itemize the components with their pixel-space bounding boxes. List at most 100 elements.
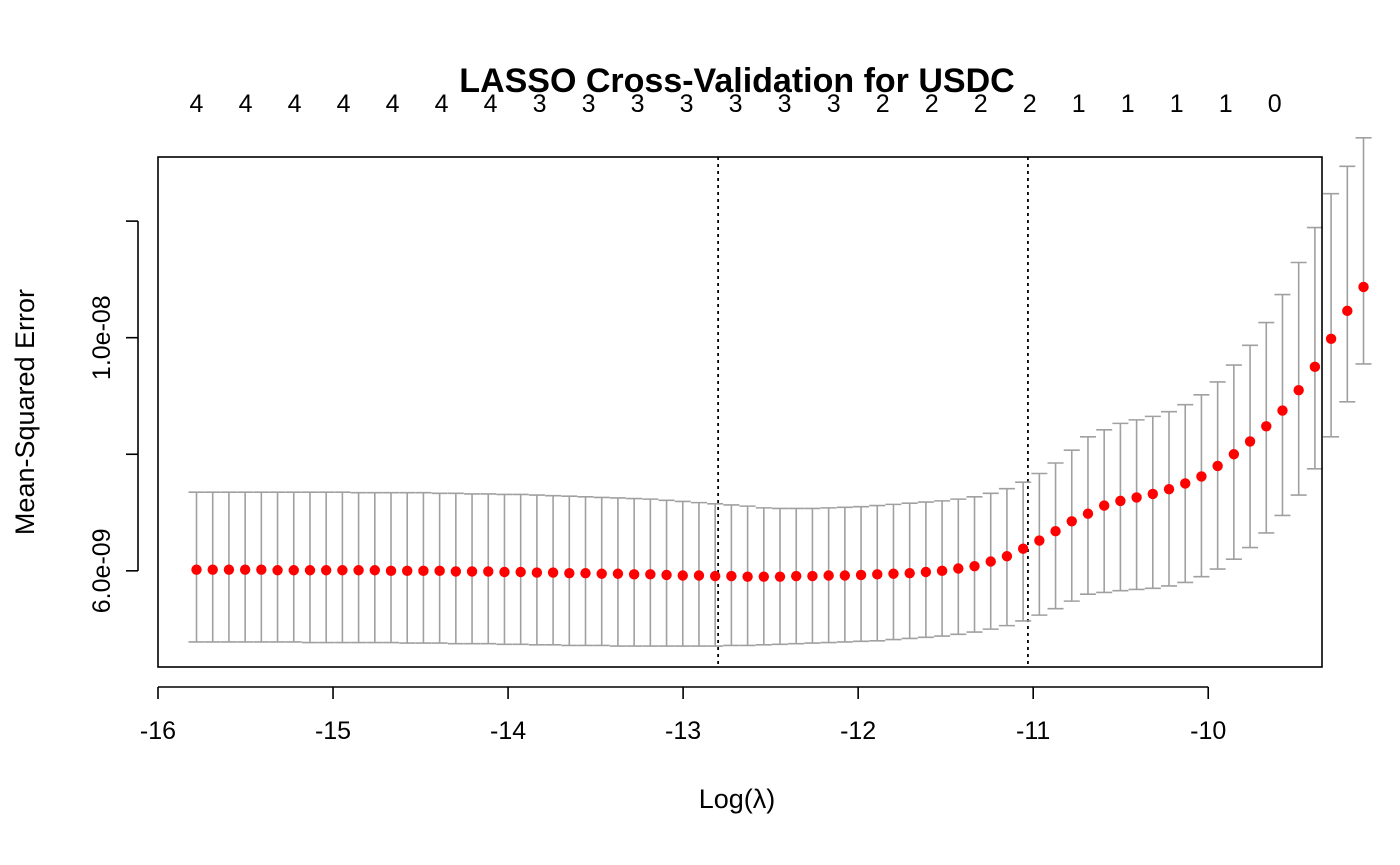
top-count-6: 4 — [484, 90, 498, 118]
mean-point-17 — [466, 566, 478, 577]
error-bar-69 — [1306, 226, 1323, 470]
mean-point-29 — [661, 569, 672, 581]
error-bar-58 — [1128, 419, 1145, 591]
top-count-2: 4 — [288, 90, 302, 118]
top-count-11: 3 — [729, 90, 743, 118]
error-bar-67 — [1274, 293, 1291, 517]
error-bar-64 — [1225, 364, 1242, 560]
mean-points — [191, 281, 1369, 582]
top-count-14: 2 — [876, 90, 890, 118]
mean-point-36 — [774, 571, 786, 582]
mean-point-6 — [288, 565, 299, 576]
mean-point-3 — [239, 564, 251, 575]
mean-point-7 — [304, 565, 316, 576]
mean-point-68 — [1293, 384, 1304, 396]
mean-point-27 — [628, 569, 640, 580]
mean-point-20 — [515, 566, 526, 578]
top-count-12: 3 — [778, 90, 792, 118]
mean-point-47 — [953, 563, 964, 574]
mean-point-54 — [1066, 516, 1077, 527]
error-bar-70 — [1323, 192, 1340, 438]
mean-point-15 — [434, 565, 445, 577]
mean-point-4 — [256, 564, 267, 575]
mean-point-0 — [191, 564, 202, 575]
mean-point-52 — [1034, 535, 1045, 546]
error-bars — [188, 136, 1372, 647]
mean-point-65 — [1244, 436, 1256, 447]
mean-point-9 — [337, 565, 348, 576]
mean-point-19 — [499, 566, 510, 578]
mean-point-16 — [450, 566, 462, 577]
top-count-19: 1 — [1121, 90, 1135, 118]
mean-point-61 — [1180, 478, 1191, 489]
mean-point-62 — [1196, 471, 1207, 482]
top-count-20: 1 — [1170, 90, 1184, 118]
y-axis-label: Mean-Squared Error — [10, 289, 40, 535]
mean-point-41 — [855, 569, 867, 581]
mean-point-37 — [791, 570, 802, 582]
mean-point-18 — [483, 566, 494, 577]
y-tick-label-2: 1.0e-08 — [88, 295, 116, 380]
mean-point-53 — [1050, 525, 1061, 537]
mean-point-2 — [223, 564, 235, 575]
mean-point-48 — [969, 560, 980, 572]
mean-point-60 — [1163, 484, 1175, 495]
top-count-15: 2 — [925, 90, 939, 118]
top-count-7: 3 — [533, 90, 547, 118]
mean-point-38 — [807, 570, 818, 582]
top-count-22: 0 — [1268, 90, 1282, 118]
mean-point-57 — [1115, 495, 1126, 507]
mean-point-25 — [596, 568, 607, 579]
mean-point-34 — [742, 571, 753, 582]
mean-point-26 — [612, 568, 624, 579]
mean-point-14 — [418, 565, 429, 577]
mean-point-43 — [888, 568, 899, 579]
mean-point-45 — [920, 566, 932, 578]
axes: -16 -15 -14 -13 -12 -11 -10 6.0e-09 1.0e-08 4 4 4 4 4… — [88, 90, 1323, 745]
y-tick-label-0: 6.0e-09 — [88, 528, 116, 613]
x-tick-label-4: -12 — [840, 717, 876, 745]
mean-point-56 — [1098, 500, 1110, 511]
mean-point-8 — [320, 565, 332, 576]
top-count-4: 4 — [386, 90, 400, 118]
mean-point-12 — [385, 565, 397, 577]
top-count-8: 3 — [582, 90, 596, 118]
mean-point-28 — [645, 569, 656, 580]
mean-point-39 — [823, 570, 834, 581]
top-count-16: 2 — [974, 90, 988, 118]
x-tick-label-0: -16 — [140, 717, 176, 745]
mean-point-24 — [580, 567, 591, 579]
mean-point-55 — [1082, 508, 1094, 519]
mean-point-33 — [726, 570, 737, 582]
mean-point-64 — [1228, 449, 1240, 460]
error-bar-68 — [1290, 261, 1307, 496]
x-tick-label-6: -10 — [1190, 717, 1226, 745]
mean-point-35 — [758, 571, 770, 582]
top-count-10: 3 — [680, 90, 694, 118]
top-count-13: 3 — [827, 90, 841, 118]
mean-point-59 — [1147, 488, 1159, 500]
x-tick-label-3: -13 — [665, 717, 701, 745]
mean-point-58 — [1131, 492, 1142, 503]
x-axis-label: Log(λ) — [699, 784, 776, 814]
mean-point-50 — [1001, 551, 1013, 562]
error-bar-72 — [1355, 136, 1372, 365]
error-bar-71 — [1339, 165, 1356, 403]
mean-point-31 — [693, 570, 705, 581]
chart-title: LASSO Cross-Validation for USDC — [459, 62, 1014, 100]
mean-point-22 — [547, 567, 559, 578]
top-count-0: 4 — [190, 90, 204, 118]
top-count-21: 1 — [1219, 90, 1233, 118]
mean-point-67 — [1277, 405, 1288, 416]
mean-point-40 — [839, 570, 851, 581]
mean-point-69 — [1309, 361, 1321, 373]
mean-point-71 — [1342, 305, 1353, 317]
mean-point-63 — [1212, 460, 1223, 472]
mean-point-23 — [564, 567, 575, 579]
x-tick-label-5: -11 — [1016, 717, 1050, 745]
chart-grid — [717, 157, 1029, 667]
mean-point-30 — [677, 570, 688, 581]
mean-point-42 — [872, 569, 883, 580]
mean-point-32 — [709, 570, 721, 582]
